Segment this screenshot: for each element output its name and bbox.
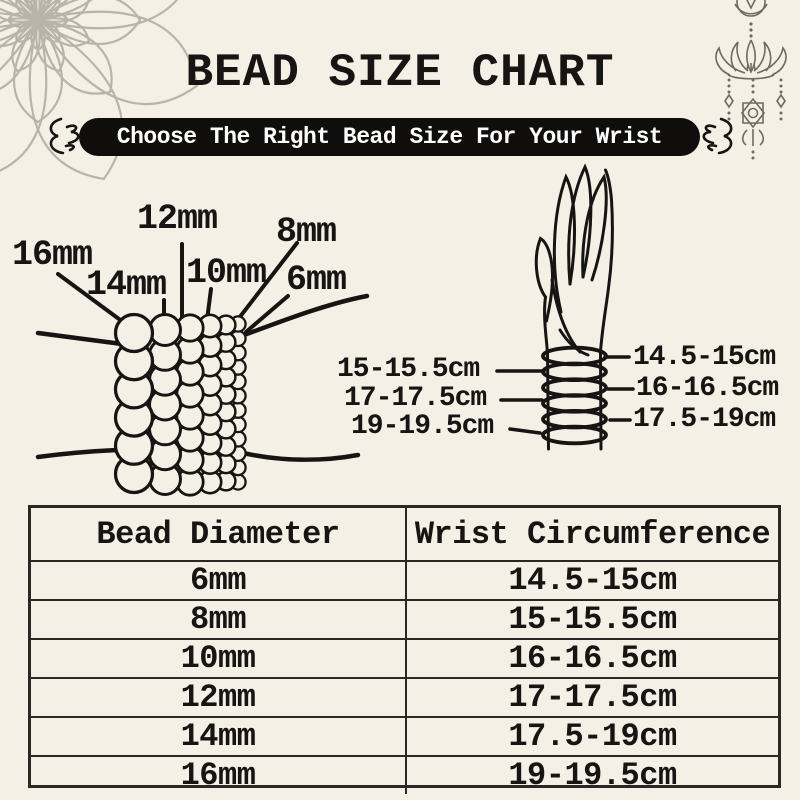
hand-illustration <box>495 163 635 451</box>
wrist-size-leader-lines <box>495 355 635 435</box>
flourish-right-icon <box>702 117 733 155</box>
mandala-petal <box>15 0 40 22</box>
wrist-size-label-left-3: 19-19.5cm <box>351 411 494 442</box>
banner-pill: Choose The Right Bead Size For Your Wris… <box>79 118 700 156</box>
wrist-size-label-right-2: 16-16.5cm <box>636 373 779 404</box>
table-cell: 19-19.5cm <box>508 757 677 794</box>
table-header-row: Bead Diameter Wrist Circumference <box>31 508 778 562</box>
banner-text: Choose The Right Bead Size For Your Wris… <box>116 124 663 150</box>
table-cell: 10mm <box>31 640 407 677</box>
size-table-body: 6mm 14.5-15cm 8mm 15-15.5cm 10mm 16-16.5cm 12m… <box>31 562 778 794</box>
table-row: 16mm 19-19.5cm <box>31 757 778 794</box>
size-table: Bead Diameter Wrist Circumference 6mm 14.… <box>28 505 781 794</box>
wrist-size-label-left-1: 15-15.5cm <box>337 354 480 385</box>
wrist-size-label-left-2: 17-17.5cm <box>344 383 487 414</box>
mandala-petal <box>36 18 113 95</box>
mandala-petal <box>36 0 91 23</box>
table-row: 10mm 16-16.5cm <box>31 640 778 679</box>
table-row: 6mm 14.5-15cm <box>31 562 778 601</box>
table-header-bead-diameter: Bead Diameter <box>31 508 407 560</box>
mandala-petal <box>36 0 142 46</box>
bead-bracelets-illustration <box>35 241 370 497</box>
mandala-petal <box>36 0 61 22</box>
table-cell: 17-17.5cm <box>508 679 677 716</box>
mandala-petal <box>35 0 65 22</box>
table-row: 8mm 15-15.5cm <box>31 601 778 640</box>
mandala-petal <box>11 18 41 73</box>
table-header-wrist-circumference: Wrist Circumference <box>414 515 771 553</box>
lotus-ornament-icon <box>715 0 787 160</box>
table-cell: 14mm <box>31 718 407 755</box>
table-cell: 6mm <box>31 562 407 599</box>
table-cell: 17.5-19cm <box>508 718 677 755</box>
table-cell: 16mm <box>31 757 407 794</box>
mandala-petal <box>28 18 124 181</box>
bead-size-label-6mm: 6mm <box>286 260 347 300</box>
mandala-petal <box>0 18 48 181</box>
flourish-left-icon <box>49 117 80 155</box>
mandala-petal <box>12 18 64 124</box>
bead-size-label-8mm: 8mm <box>276 212 337 252</box>
mandala-petal <box>0 18 40 95</box>
table-row: 14mm 17.5-19cm <box>31 718 778 757</box>
bead-size-label-14mm: 14mm <box>86 265 167 305</box>
bead <box>113 312 155 354</box>
wrist-size-label-right-1: 14.5-15cm <box>633 342 776 373</box>
page-title: BEAD SIZE CHART <box>185 47 615 99</box>
mandala-petal <box>36 10 199 106</box>
mandala-petal <box>35 18 65 73</box>
mandala-petal <box>36 17 91 47</box>
bead <box>148 313 182 347</box>
bead-size-label-12mm: 12mm <box>137 199 218 239</box>
table-cell: 16-16.5cm <box>508 640 677 677</box>
bead-size-label-16mm: 16mm <box>12 235 93 275</box>
table-cell: 8mm <box>31 601 407 638</box>
wrist-size-label-right-3: 17.5-19cm <box>633 404 776 435</box>
mandala-petal <box>36 0 199 30</box>
mandala-icon <box>0 0 199 181</box>
mandala-petal <box>30 0 46 22</box>
mandala-petal <box>0 17 40 47</box>
mandala-petal <box>0 0 40 23</box>
mandala-petal <box>36 0 113 22</box>
table-cell: 12mm <box>31 679 407 716</box>
bead-strands <box>113 312 247 497</box>
mandala-petal <box>11 0 41 22</box>
table-row: 12mm 17-17.5cm <box>31 679 778 718</box>
bead-size-label-10mm: 10mm <box>186 253 267 293</box>
table-cell: 14.5-15cm <box>508 562 677 599</box>
bracelet-rings <box>541 345 608 446</box>
table-cell: 15-15.5cm <box>508 601 677 638</box>
